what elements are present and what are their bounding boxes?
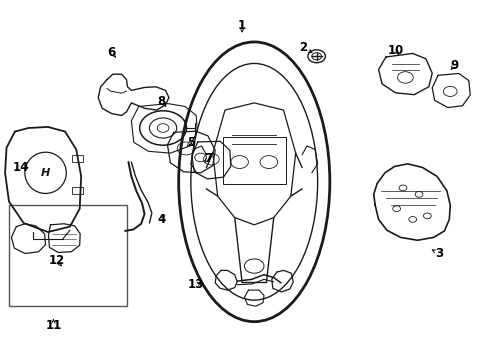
Text: 1: 1 [238, 19, 245, 32]
Text: 13: 13 [187, 278, 203, 291]
Text: 7: 7 [203, 152, 212, 165]
Text: H: H [41, 168, 50, 178]
Text: 2: 2 [298, 41, 306, 54]
Bar [222, 137, 285, 184]
Bar [72, 187, 83, 194]
Text: 14: 14 [13, 161, 29, 174]
Text: 4: 4 [157, 213, 165, 226]
Text: 5: 5 [186, 136, 195, 149]
Bar [72, 155, 83, 162]
Text: 12: 12 [49, 254, 65, 267]
Text: 8: 8 [157, 95, 165, 108]
Bar [9, 205, 127, 306]
Text: 9: 9 [449, 59, 457, 72]
Text: 3: 3 [435, 247, 443, 260]
Text: 11: 11 [45, 319, 61, 332]
Text: 6: 6 [107, 46, 116, 59]
Text: 10: 10 [387, 44, 403, 57]
